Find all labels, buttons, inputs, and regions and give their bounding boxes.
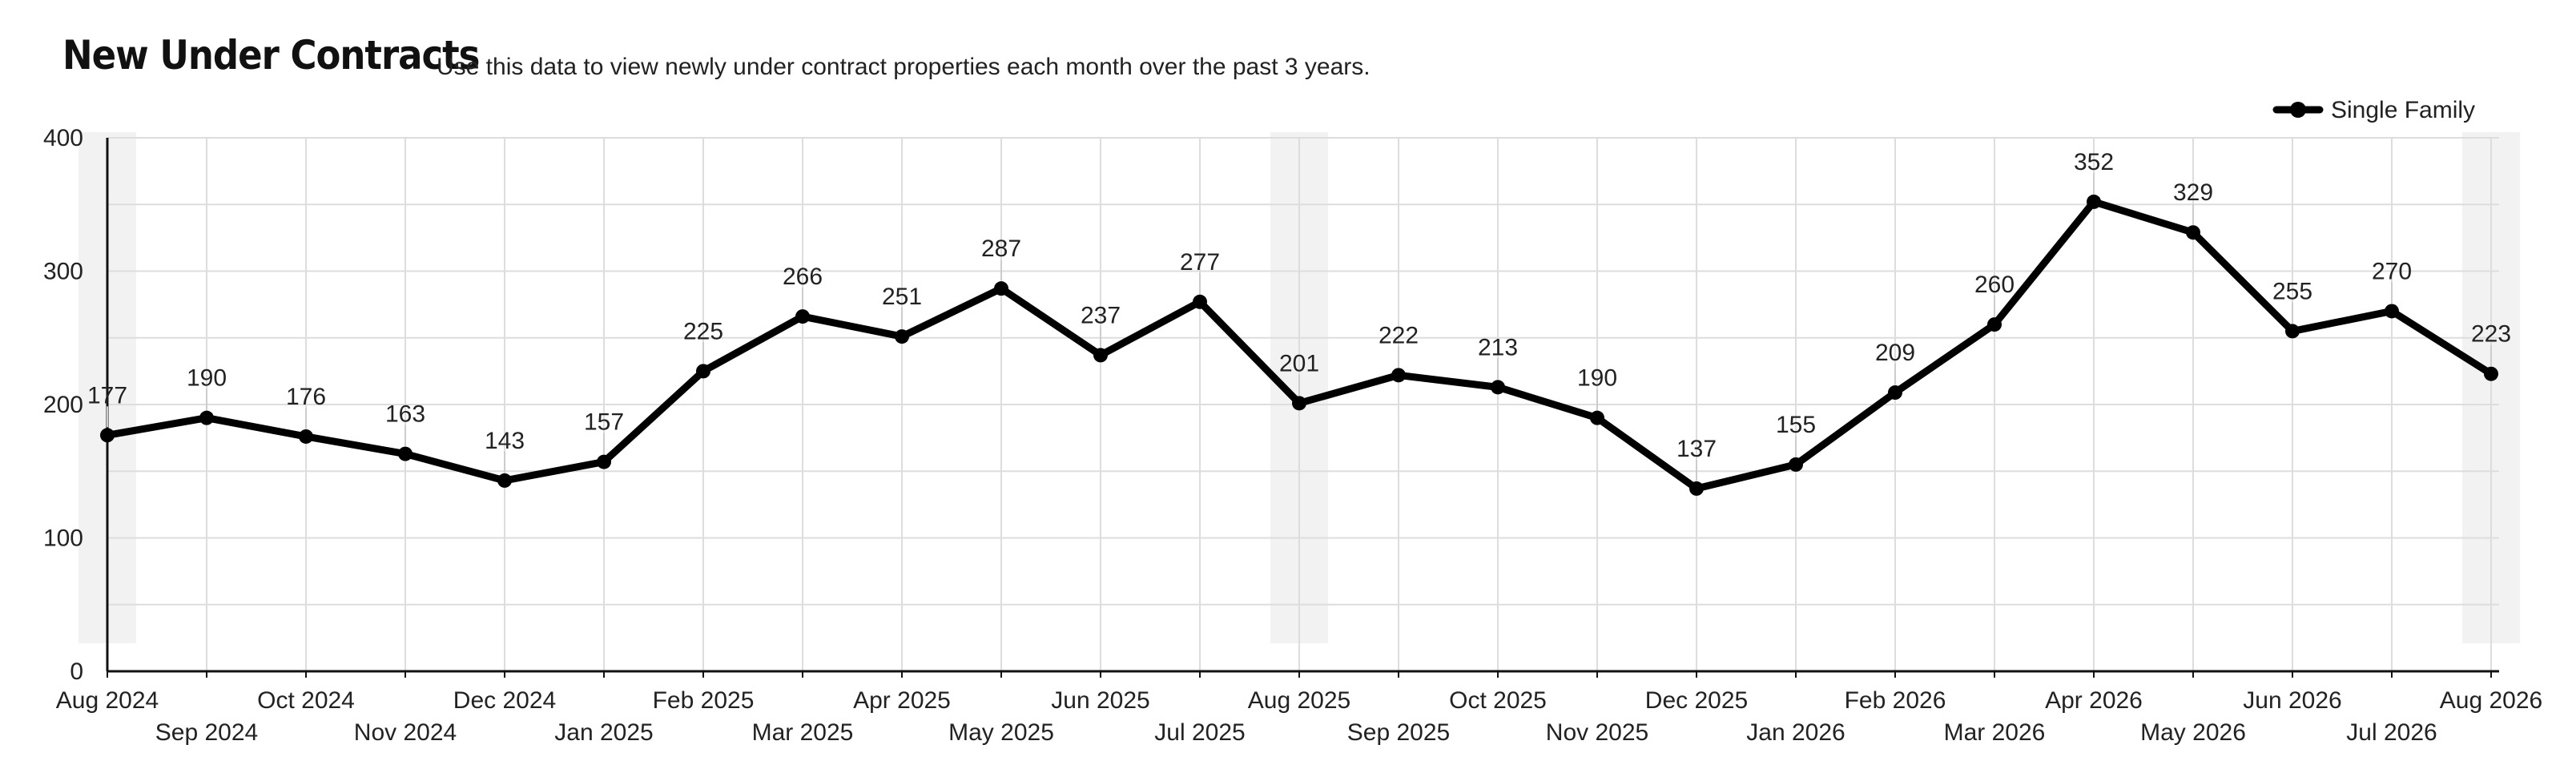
y-axis-ticks: 0 100 200 300 400: [43, 125, 83, 685]
x-tick-label: Jan 2026: [1746, 719, 1845, 746]
data-label: 287: [981, 236, 1021, 262]
chart-subtitle: Use this data to view newly under contra…: [437, 54, 1371, 80]
data-label: 352: [2074, 149, 2114, 175]
x-tick-label: Dec 2024: [453, 687, 556, 714]
x-tick-label: Sep 2024: [155, 719, 258, 746]
data-point: [696, 364, 710, 379]
data-point: [795, 309, 810, 324]
data-label: 251: [882, 284, 922, 310]
x-axis-ticks: Aug 2024 Sep 2024 Oct 2024 Nov 2024 Dec 2024…: [56, 671, 2542, 746]
data-point: [2385, 304, 2399, 319]
y-tick-label: 0: [70, 658, 83, 685]
data-label: 177: [87, 382, 127, 409]
data-point: [299, 429, 313, 444]
y-tick-label: 200: [43, 392, 83, 418]
data-label: 237: [1081, 302, 1121, 328]
x-tick-label: Aug 2024: [56, 687, 159, 714]
data-label: 190: [187, 365, 227, 392]
x-tick-label: Nov 2024: [354, 719, 457, 746]
data-label: 260: [1974, 272, 2015, 298]
data-point: [1193, 294, 1207, 309]
data-label: 266: [783, 264, 823, 290]
x-tick-label: Jul 2025: [1154, 719, 1245, 746]
data-point: [2087, 194, 2101, 209]
data-point: [1987, 317, 2002, 332]
data-label: 209: [1875, 340, 1915, 366]
data-point: [895, 329, 909, 344]
x-tick-label: Jun 2026: [2243, 687, 2341, 714]
data-point: [1093, 348, 1108, 363]
data-point: [1789, 457, 1803, 472]
data-point: [1590, 410, 1604, 425]
data-label: 176: [286, 384, 326, 410]
data-point: [497, 473, 512, 488]
data-label: 213: [1478, 334, 1518, 360]
x-tick-label: May 2026: [2140, 719, 2246, 746]
axes: [106, 138, 2499, 673]
x-tick-label: Jun 2025: [1051, 687, 1149, 714]
data-label: 329: [2173, 179, 2213, 206]
data-label: 222: [1379, 322, 1419, 348]
x-tick-label: Feb 2025: [653, 687, 755, 714]
x-tick-label: Apr 2025: [853, 687, 951, 714]
x-tick-label: Nov 2025: [1546, 719, 1648, 746]
x-tick-label: Apr 2026: [2045, 687, 2143, 714]
x-tick-label: Feb 2026: [1845, 687, 1946, 714]
data-label: 143: [485, 428, 525, 454]
data-label: 201: [1279, 350, 1319, 376]
data-label: 277: [1180, 249, 1220, 276]
x-tick-label: Oct 2024: [257, 687, 355, 714]
data-point: [1391, 368, 1406, 383]
x-tick-label: Aug 2025: [1248, 687, 1350, 714]
data-point: [994, 281, 1008, 296]
data-point: [1888, 385, 1902, 401]
data-label: 137: [1676, 436, 1717, 462]
data-point: [2186, 225, 2200, 240]
data-point: [100, 428, 115, 443]
x-tick-label: Oct 2025: [1449, 687, 1547, 714]
x-tick-label: Dec 2025: [1645, 687, 1748, 714]
data-label: 190: [1577, 365, 1617, 392]
data-point: [1491, 380, 1505, 395]
x-tick-label: May 2025: [948, 719, 1054, 746]
y-tick-label: 400: [43, 125, 83, 151]
x-tick-label: Jul 2026: [2346, 719, 2437, 746]
data-label: 157: [584, 409, 624, 436]
x-tick-label: Jan 2025: [554, 719, 653, 746]
legend[interactable]: Single Family: [2272, 97, 2475, 123]
data-point: [398, 446, 413, 461]
data-label: 223: [2471, 321, 2511, 348]
data-label: 255: [2272, 278, 2312, 304]
y-tick-label: 300: [43, 259, 83, 285]
series-single-family: [100, 194, 2498, 496]
x-tick-label: Mar 2026: [1944, 719, 2046, 746]
chart-title: New Under Contracts: [62, 32, 480, 79]
data-label: 270: [2372, 258, 2412, 284]
x-tick-label: Mar 2025: [752, 719, 854, 746]
data-point: [2285, 324, 2300, 339]
data-point: [1689, 481, 1704, 496]
data-label: 225: [683, 318, 723, 344]
data-point: [2484, 366, 2498, 381]
x-tick-label: Aug 2026: [2440, 687, 2542, 714]
legend-marker: [2290, 102, 2306, 118]
data-point: [199, 410, 214, 425]
legend-label: Single Family: [2331, 97, 2475, 123]
data-label: 155: [1776, 412, 1816, 438]
data-labels: 177 190 176 163 143 157 225 266 251 287 237 277 201 2…: [87, 149, 2511, 481]
data-point: [1292, 396, 1306, 411]
data-label: 163: [385, 401, 425, 428]
data-point: [597, 454, 611, 469]
x-tick-label: Sep 2025: [1347, 719, 1450, 746]
y-tick-label: 100: [43, 525, 83, 552]
